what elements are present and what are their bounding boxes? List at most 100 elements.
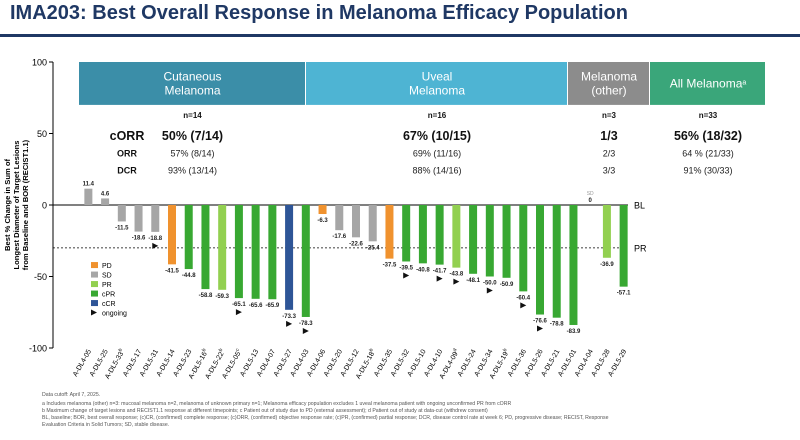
bar-value-label: -57.1 — [617, 291, 631, 297]
bar-a-dl5-27 — [285, 205, 294, 310]
bar-value-label: -50.9 — [500, 282, 514, 288]
bar-value-label: -41.5 — [165, 268, 179, 274]
bar-value-label: -37.5 — [383, 263, 397, 269]
group-corr-value: 56% (18/32) — [674, 129, 742, 143]
y-tick-label: 50 — [37, 129, 47, 139]
ongoing-arrow — [235, 309, 242, 316]
legend-label-ccr: cCR — [102, 301, 116, 308]
ongoing-arrow — [436, 275, 443, 282]
group-header-label: Melanoma — [409, 83, 465, 97]
group-n-label: n=33 — [699, 111, 718, 120]
bar-a-dl5-22b — [218, 205, 227, 290]
x-tick-sup: b — [201, 347, 208, 353]
bar-value-label: -18.8 — [148, 236, 162, 242]
bar-a-dl5-28 — [602, 205, 611, 258]
bar-value-label: -6.3 — [317, 218, 328, 224]
legend-swatch-pr — [91, 281, 98, 288]
bar-a-dl5-34 — [485, 205, 494, 277]
bar-a-dl5-29 — [619, 205, 628, 287]
legend-label-pd: PD — [102, 263, 112, 270]
group-orr-value: 57% (8/14) — [170, 149, 214, 159]
bar-value-label: -36.9 — [600, 262, 614, 268]
group-orr-value: 2/3 — [603, 149, 616, 159]
bar-value-label: -78.8 — [550, 322, 564, 328]
group-dcr-value: 91% (30/33) — [683, 166, 732, 176]
group-dcr-value: 88% (14/16) — [412, 166, 461, 176]
bar-a-dl5-21 — [552, 205, 561, 318]
title-divider — [0, 34, 800, 37]
x-tick-sup: b — [368, 347, 375, 353]
row-label-dcr: DCR — [117, 166, 137, 176]
footnote-b: b Maximum change of target lesions and R… — [42, 408, 488, 414]
legend-swatch-ccr — [91, 300, 98, 307]
bar-value-label: -50.0 — [483, 281, 497, 287]
bar-value-label: -60.4 — [516, 295, 530, 301]
group-header-label: (other) — [591, 83, 626, 97]
group-header-label: Uveal — [422, 69, 453, 83]
x-tick-sup: b — [218, 347, 225, 353]
bar-value-label: -65.1 — [232, 302, 246, 308]
bar-a-dl4-06 — [318, 205, 327, 215]
legend-swatch-sd — [91, 271, 98, 278]
footnote-a: a Includes melanoma (other) n=3: mucosal… — [42, 401, 512, 407]
reference-label-bl: BL — [634, 201, 645, 211]
bar-a-dl5-31 — [151, 205, 160, 232]
bar-value-label: -83.9 — [567, 329, 581, 335]
y-tick-label: 0 — [42, 201, 47, 211]
bar-a-dl5-23 — [184, 205, 193, 270]
group-header-label: Melanoma — [164, 83, 220, 97]
legend-label-ongoing: ongoing — [102, 311, 127, 318]
bar-value-label: -73.3 — [282, 314, 296, 320]
bar-a-dl5-16b — [201, 205, 210, 290]
bar-value-label: 4.6 — [101, 191, 110, 197]
bar-a-dl5-12 — [352, 205, 360, 238]
bar-a-dl5-17 — [134, 205, 143, 232]
footnote-cutoff: Data cutoff: April 7, 2025. — [42, 392, 101, 398]
bar-a-dl5-36 — [519, 205, 528, 292]
ongoing-arrow — [537, 325, 543, 332]
legend-label-sd: SD — [102, 273, 112, 280]
bar-a-dl5-24 — [469, 205, 478, 274]
bar-value-label: -43.8 — [450, 272, 464, 278]
y-axis-title: from Baseline and BOR (RECIST1.1) — [21, 139, 30, 270]
group-header-box — [650, 62, 765, 105]
bar-value-label: -41.7 — [433, 269, 447, 275]
bar-a-dl4-05 — [84, 188, 93, 205]
row-label-corr: cORR — [110, 129, 145, 143]
bar-a-dl5-19b — [502, 205, 511, 278]
x-tick-sup: c — [235, 347, 242, 353]
footnote-abbreviations-cont: Evaluation Criteria in Solid Tumors; SD,… — [42, 422, 170, 428]
bar-value-label: -11.5 — [115, 225, 129, 231]
bar-a-dl5-35 — [385, 205, 394, 259]
group-header-sup: a — [742, 79, 746, 86]
bar-value-label: -22.6 — [349, 241, 363, 247]
bar-a-dl5-20 — [335, 205, 344, 231]
group-header-box — [306, 62, 567, 105]
bar-tag-label: SD — [587, 191, 594, 197]
row-label-orr: ORR — [117, 149, 138, 159]
bar-a-dl5-14 — [168, 205, 176, 265]
ongoing-arrow — [486, 287, 493, 294]
bar-value-label: -44.8 — [182, 273, 196, 279]
group-n-label: n=14 — [183, 111, 202, 120]
bar-a-dl5-26 — [536, 205, 544, 315]
y-axis-title: Longest Diameter of Target Lesions — [12, 141, 21, 270]
bar-a-dl5-18b — [368, 205, 377, 242]
legend-label-cpr: cPR — [102, 292, 115, 299]
group-dcr-value: 93% (13/14) — [168, 166, 217, 176]
group-n-label: n=3 — [602, 111, 617, 120]
ongoing-arrow — [302, 327, 309, 334]
legend-swatch-pd — [91, 262, 98, 269]
group-header-box — [568, 62, 649, 105]
bar-value-label: -25.4 — [366, 245, 380, 251]
y-tick-label: 100 — [32, 58, 47, 68]
x-tick-sup: d — [452, 347, 459, 353]
page-title: IMA203: Best Overall Response in Melanom… — [10, 2, 628, 24]
x-tick-sup: b — [502, 347, 509, 353]
bar-value-label: -59.3 — [215, 294, 229, 300]
bar-a-dl4-10 — [435, 205, 444, 265]
bar-value-label: -58.8 — [199, 293, 213, 299]
reference-label-pr: PR — [634, 243, 647, 253]
y-axis-title: Best % Change in Sum of — [3, 159, 12, 251]
